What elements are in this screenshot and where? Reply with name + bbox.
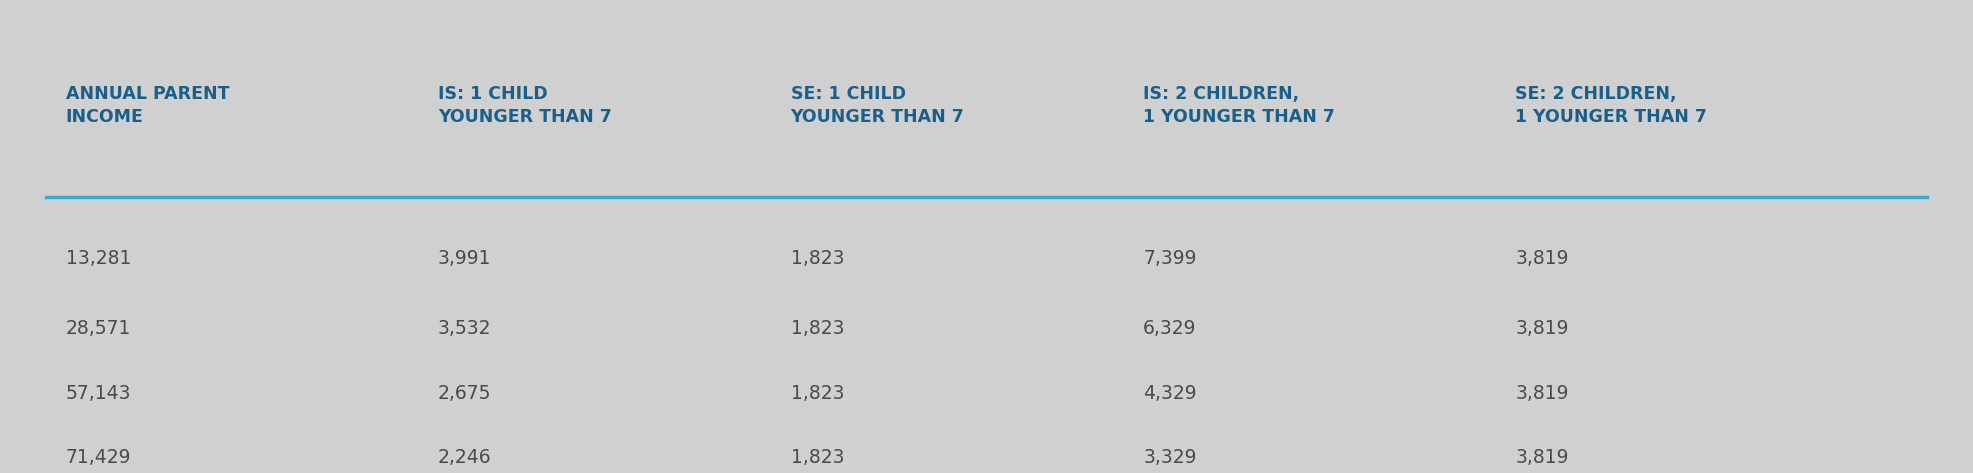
Text: 1,823: 1,823: [791, 384, 844, 403]
Text: 28,571: 28,571: [65, 319, 130, 338]
Text: 3,819: 3,819: [1515, 319, 1569, 338]
Text: IS: 1 CHILD
YOUNGER THAN 7: IS: 1 CHILD YOUNGER THAN 7: [438, 85, 612, 126]
Text: SE: 1 CHILD
YOUNGER THAN 7: SE: 1 CHILD YOUNGER THAN 7: [791, 85, 965, 126]
Text: 2,246: 2,246: [438, 448, 491, 467]
Text: 4,329: 4,329: [1142, 384, 1198, 403]
Text: 3,532: 3,532: [438, 319, 491, 338]
Text: SE: 2 CHILDREN,
1 YOUNGER THAN 7: SE: 2 CHILDREN, 1 YOUNGER THAN 7: [1515, 85, 1707, 126]
Text: 1,823: 1,823: [791, 249, 844, 268]
Text: 57,143: 57,143: [65, 384, 132, 403]
Text: 7,399: 7,399: [1142, 249, 1198, 268]
Text: 2,675: 2,675: [438, 384, 491, 403]
Text: 1,823: 1,823: [791, 448, 844, 467]
Text: 3,819: 3,819: [1515, 249, 1569, 268]
Text: 13,281: 13,281: [65, 249, 130, 268]
Text: IS: 2 CHILDREN,
1 YOUNGER THAN 7: IS: 2 CHILDREN, 1 YOUNGER THAN 7: [1142, 85, 1336, 126]
Text: 71,429: 71,429: [65, 448, 132, 467]
Text: 1,823: 1,823: [791, 319, 844, 338]
Text: 3,329: 3,329: [1142, 448, 1198, 467]
Text: 3,819: 3,819: [1515, 384, 1569, 403]
Text: 3,819: 3,819: [1515, 448, 1569, 467]
Text: ANNUAL PARENT
INCOME: ANNUAL PARENT INCOME: [65, 85, 229, 126]
Text: 3,991: 3,991: [438, 249, 491, 268]
Text: 6,329: 6,329: [1142, 319, 1198, 338]
